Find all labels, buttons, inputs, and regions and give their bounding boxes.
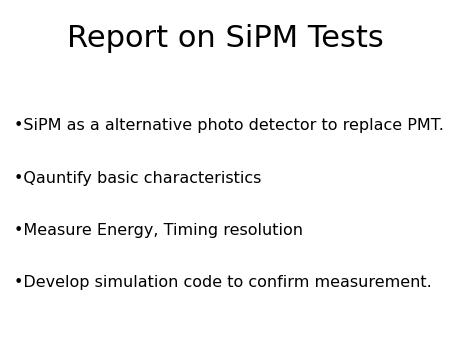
Text: •SiPM as a alternative photo detector to replace PMT.: •SiPM as a alternative photo detector to… xyxy=(14,118,443,133)
Text: •Develop simulation code to confirm measurement.: •Develop simulation code to confirm meas… xyxy=(14,275,431,290)
Text: •Qauntify basic characteristics: •Qauntify basic characteristics xyxy=(14,171,261,186)
Text: •Measure Energy, Timing resolution: •Measure Energy, Timing resolution xyxy=(14,223,302,238)
Text: Report on SiPM Tests: Report on SiPM Tests xyxy=(67,24,383,53)
